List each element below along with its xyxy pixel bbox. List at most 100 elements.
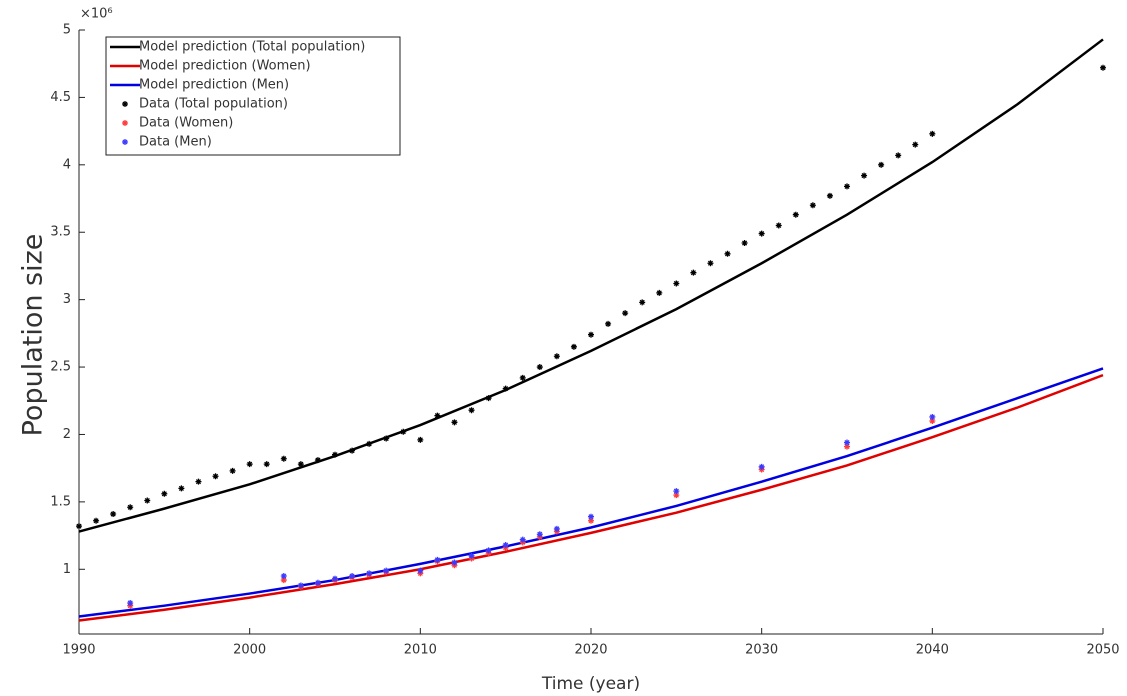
data-point bbox=[417, 567, 424, 574]
data-point bbox=[280, 577, 287, 584]
data-point bbox=[707, 260, 714, 267]
x-tick-label: 2030 bbox=[745, 643, 778, 658]
y-tick-label: 3.5 bbox=[50, 225, 71, 240]
data-point bbox=[434, 556, 441, 563]
data-point bbox=[297, 461, 304, 468]
data-point bbox=[485, 395, 492, 402]
model-line bbox=[78, 373, 1104, 622]
y-multiplier: ×10⁶ bbox=[80, 7, 113, 22]
data-point bbox=[93, 517, 100, 524]
legend-box bbox=[105, 36, 401, 156]
x-tick-label: 2020 bbox=[574, 643, 607, 658]
data-point bbox=[656, 289, 663, 296]
data-point bbox=[809, 202, 816, 209]
data-point bbox=[366, 440, 373, 447]
data-point bbox=[639, 299, 646, 306]
legend-swatch bbox=[122, 139, 128, 145]
x-tick-label: 1990 bbox=[62, 643, 95, 658]
data-point bbox=[280, 455, 287, 462]
legend-label: Data (Men) bbox=[139, 135, 212, 150]
data-point bbox=[758, 463, 765, 470]
data-point bbox=[588, 331, 594, 338]
x-tick-label: 2050 bbox=[1086, 643, 1119, 658]
data-point bbox=[280, 573, 287, 580]
data-point bbox=[127, 599, 134, 606]
data-point bbox=[605, 320, 612, 327]
data-point bbox=[741, 240, 748, 247]
data-point bbox=[912, 141, 919, 148]
data-point bbox=[161, 490, 168, 497]
data-point bbox=[349, 573, 356, 580]
data-point bbox=[332, 575, 338, 582]
data-point bbox=[76, 523, 82, 530]
model-line bbox=[78, 367, 1104, 618]
data-point bbox=[929, 413, 936, 420]
legend-swatch bbox=[122, 101, 128, 107]
y-axis-label: Population size bbox=[18, 234, 49, 437]
y-tick-label: 2.5 bbox=[50, 360, 71, 375]
data-point bbox=[792, 211, 799, 218]
data-point bbox=[246, 461, 253, 468]
data-point bbox=[895, 152, 902, 159]
x-tick-label: 2010 bbox=[404, 643, 437, 658]
data-point bbox=[468, 552, 475, 559]
y-tick-label: 4.5 bbox=[50, 90, 71, 105]
legend-label: Model prediction (Total population) bbox=[139, 40, 365, 55]
data-point bbox=[929, 417, 936, 424]
data-point bbox=[878, 161, 885, 168]
data-point bbox=[212, 473, 219, 480]
data-point bbox=[349, 447, 356, 454]
y-tick-label: 4 bbox=[63, 157, 71, 172]
data-point bbox=[366, 570, 373, 577]
data-point bbox=[861, 172, 868, 179]
data-point bbox=[127, 504, 134, 511]
data-point bbox=[519, 374, 526, 381]
data-point bbox=[195, 478, 202, 485]
data-point bbox=[502, 385, 509, 392]
x-tick-label: 2040 bbox=[916, 643, 949, 658]
data-point bbox=[178, 485, 185, 492]
data-point bbox=[229, 467, 236, 474]
y-tick-label: 1.5 bbox=[50, 494, 71, 509]
data-point bbox=[1100, 64, 1106, 71]
data-point bbox=[553, 525, 560, 532]
data-point bbox=[263, 461, 270, 468]
data-point bbox=[400, 428, 407, 435]
x-tick-label: 2000 bbox=[233, 643, 266, 658]
model-line bbox=[78, 38, 1104, 533]
x-axis-label: Time (year) bbox=[541, 674, 640, 694]
data-point bbox=[383, 567, 390, 574]
data-point bbox=[826, 192, 833, 199]
data-point bbox=[553, 353, 560, 360]
y-tick-label: 5 bbox=[63, 23, 71, 38]
data-point bbox=[570, 343, 577, 350]
data-point bbox=[519, 536, 526, 543]
data-point bbox=[844, 183, 850, 190]
data-point bbox=[451, 419, 458, 426]
data-point bbox=[673, 488, 680, 495]
data-point bbox=[110, 511, 117, 518]
data-point bbox=[502, 542, 509, 549]
data-point bbox=[588, 513, 594, 520]
data-point bbox=[451, 559, 458, 566]
data-point bbox=[775, 222, 782, 229]
data-point bbox=[673, 492, 680, 499]
data-point bbox=[929, 130, 936, 137]
data-point bbox=[332, 451, 338, 458]
legend-label: Data (Women) bbox=[139, 116, 233, 131]
data-point bbox=[690, 269, 697, 276]
data-point bbox=[622, 310, 629, 317]
data-point bbox=[536, 531, 543, 538]
data-point bbox=[297, 582, 304, 589]
data-point bbox=[758, 230, 765, 237]
y-tick-label: 2 bbox=[63, 427, 71, 442]
data-point bbox=[434, 412, 441, 419]
data-point bbox=[314, 579, 321, 586]
legend-label: Model prediction (Women) bbox=[139, 59, 311, 74]
data-point bbox=[485, 547, 492, 554]
legend-label: Data (Total population) bbox=[139, 97, 288, 112]
data-point bbox=[536, 364, 543, 371]
data-point bbox=[468, 407, 475, 414]
data-point bbox=[844, 439, 850, 446]
